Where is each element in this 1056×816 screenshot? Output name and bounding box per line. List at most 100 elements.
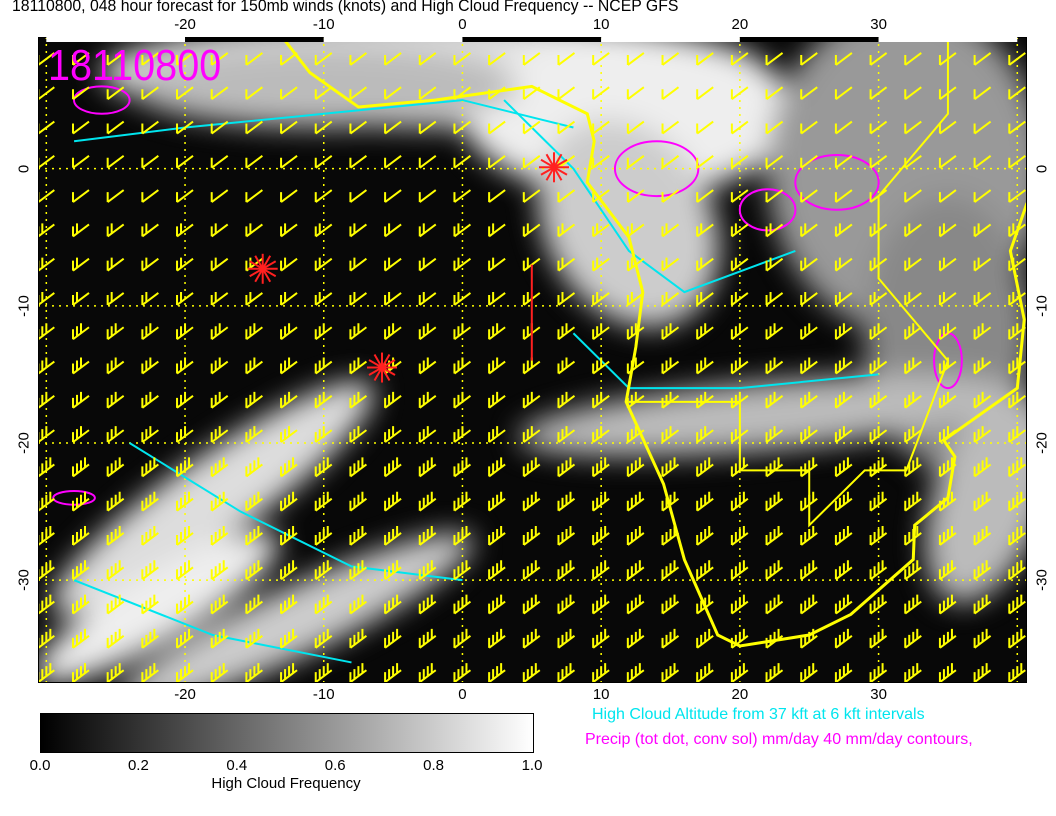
cloud-altitude-contour (503, 99, 796, 294)
wind-barb (384, 663, 402, 683)
wind-barb (869, 357, 888, 375)
wind-barb (938, 426, 957, 443)
wind-barb (522, 120, 541, 135)
wind-barb (592, 323, 610, 341)
wind-barb (661, 357, 680, 375)
wind-barb (1008, 426, 1026, 443)
wind-barb (557, 291, 576, 306)
wind-barb (904, 491, 922, 512)
wind-barb (869, 323, 888, 341)
wind-barb (904, 189, 922, 203)
wind-barb (453, 357, 472, 375)
wind-barb (765, 426, 784, 443)
wind-barb (730, 357, 749, 375)
wind-barb (938, 628, 957, 649)
wind-barb (176, 525, 194, 546)
wind-barb (696, 189, 714, 203)
wind-barb (938, 155, 957, 169)
wind-barb (488, 86, 506, 101)
wind-barb (1008, 560, 1026, 581)
wind-barb (973, 323, 992, 341)
wind-barb (280, 391, 298, 409)
wind-barb (557, 594, 576, 615)
wind-barb (522, 426, 541, 443)
wind-barb (696, 257, 714, 272)
wind-barb (453, 560, 472, 581)
wind-barb (834, 120, 853, 135)
wind-barb (626, 391, 645, 409)
wind-barb (869, 391, 888, 409)
wind-barb (592, 426, 610, 443)
wind-barb (453, 189, 472, 203)
wind-barb (384, 52, 402, 66)
wind-barb (661, 189, 680, 203)
wind-barb (765, 189, 784, 203)
wind-barb (176, 257, 194, 272)
wind-barb (314, 189, 333, 203)
wind-barb (141, 52, 159, 66)
wind-barb (106, 323, 125, 341)
wind-barb (488, 323, 506, 341)
wind-barb (765, 257, 784, 272)
precip-contour (738, 188, 797, 232)
wind-barb (349, 189, 368, 203)
wind-barb (245, 155, 263, 169)
wind-barb (141, 86, 159, 101)
wind-barb (488, 291, 506, 306)
wind-barb (418, 457, 437, 478)
wind-barb (730, 120, 749, 135)
wind-barb (730, 323, 749, 341)
wind-barb (72, 357, 90, 375)
wind-barb (730, 189, 749, 203)
wind-barb (800, 223, 818, 238)
wind-barb (592, 223, 610, 238)
wind-barb (696, 663, 714, 683)
wind-barb (1008, 52, 1026, 66)
wind-barb (869, 257, 888, 272)
wind-barb (488, 257, 506, 272)
wind-barb (522, 491, 541, 512)
colorbar (40, 713, 534, 753)
wind-barb (661, 223, 680, 238)
wind-barb (522, 525, 541, 546)
wind-barb (661, 257, 680, 272)
wind-barb (349, 52, 368, 66)
wind-barb (592, 560, 610, 581)
wind-barb (280, 628, 298, 649)
wind-barb (384, 491, 402, 512)
wind-barb (314, 560, 333, 581)
wind-barb (626, 525, 645, 546)
wind-barb (418, 257, 437, 272)
wind-barb (210, 257, 229, 272)
wind-barb (349, 223, 368, 238)
wind-barb (384, 594, 402, 615)
wind-barb (210, 323, 229, 341)
wind-barb (592, 663, 610, 683)
wind-barb (418, 52, 437, 66)
wind-barb (696, 86, 714, 101)
wind-barb (314, 628, 333, 649)
axis-scale-bar (462, 37, 602, 42)
wind-barb (869, 594, 888, 615)
wind-barb (72, 189, 90, 203)
axis-scale-bar (739, 37, 879, 42)
wind-barb (904, 223, 922, 238)
wind-barb (592, 52, 610, 66)
wind-barb (280, 426, 298, 443)
wind-barb (141, 525, 159, 546)
wind-barb (106, 257, 125, 272)
wind-barb (141, 291, 159, 306)
wind-barb (522, 391, 541, 409)
wind-barb (72, 560, 90, 581)
wind-barb (834, 52, 853, 66)
wind-barb (626, 357, 645, 375)
wind-barb (557, 663, 576, 683)
wind-barb (245, 291, 263, 306)
wind-barb (765, 663, 784, 683)
wind-barb (626, 189, 645, 203)
colorbar-tick-label: 0.0 (29, 757, 51, 774)
wind-barb (869, 189, 888, 203)
wind-barb (176, 155, 194, 169)
wind-barb (453, 291, 472, 306)
wind-barb (765, 391, 784, 409)
